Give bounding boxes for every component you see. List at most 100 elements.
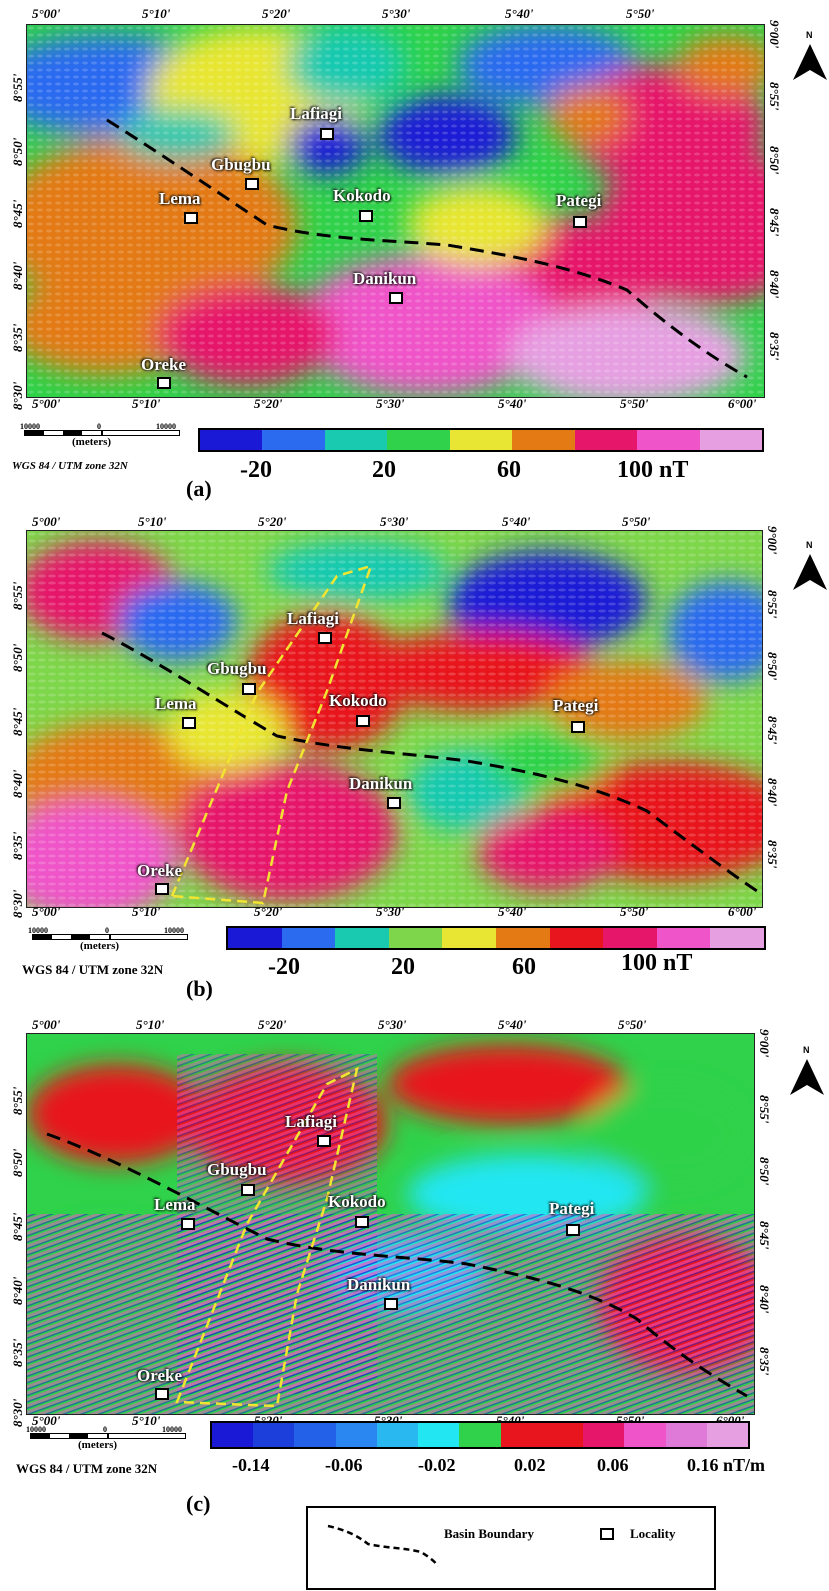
lat-label-left: 8°40' <box>10 1276 25 1305</box>
colorbar-tick: -0.14 <box>232 1455 270 1475</box>
lon-label-bottom: 5°50' <box>620 396 649 411</box>
lat-label-left: 8°45' <box>10 707 25 736</box>
lon-label-bottom: 5°20' <box>254 396 283 411</box>
locality-kokodo-label: Kokodo <box>329 691 387 710</box>
lat-label-left: 8°50' <box>10 643 25 672</box>
locality-kokodo-label: Kokodo <box>328 1192 386 1211</box>
lon-label-bottom: 5°10' <box>132 1413 161 1428</box>
lat-label-left: 8°30' <box>10 1398 25 1427</box>
locality-marker <box>389 292 403 304</box>
lon-label-top: 5°40' <box>505 6 534 21</box>
lat-label-right: 8°45' <box>765 716 780 745</box>
panel-label-a: (a) <box>186 476 212 501</box>
locality-lafiagi-label: Lafiagi <box>287 609 339 628</box>
lon-label-top: 5°50' <box>622 514 651 529</box>
lat-label-left: 8°35' <box>10 323 25 352</box>
locality-marker <box>184 212 198 224</box>
lat-label-left: 8°40' <box>10 769 25 798</box>
lat-label-left: 8°50' <box>10 137 25 166</box>
legend-basin-label: Basin Boundary <box>444 1526 534 1541</box>
lon-label-bottom: 5°40' <box>498 904 527 919</box>
panel-a: 5°00' 5°10' 5°20' 5°30' 5°40' 5°50' <box>0 0 829 510</box>
lat-label-left: 8°30' <box>10 889 25 918</box>
scale-left: 10000 <box>28 926 48 935</box>
map-c-raster <box>27 1034 754 1414</box>
north-label: N <box>806 30 813 40</box>
lat-label-left: 8°30' <box>10 381 25 410</box>
locality-marker <box>573 216 587 228</box>
locality-lafiagi-label: Lafiagi <box>290 104 342 123</box>
legend-locality-label: Locality <box>630 1526 676 1541</box>
colorbar-b <box>226 926 766 950</box>
lon-label-bottom: 5°00' <box>32 904 61 919</box>
lon-label-top: 5°30' <box>382 6 411 21</box>
lon-label-top: 5°20' <box>258 514 287 529</box>
locality-lafiagi-label: Lafiagi <box>285 1112 337 1131</box>
lat-label-right: 8°35' <box>767 332 782 361</box>
scale-unit: (meters) <box>72 436 112 448</box>
scale-bar: 10000 0 10000 (meters) <box>20 422 190 452</box>
lon-label-bottom: 5°10' <box>132 396 161 411</box>
panel-label-c: (c) <box>186 1491 211 1516</box>
locality-kokodo-label: Kokodo <box>333 186 391 205</box>
lon-label-top: 5°00' <box>32 1017 61 1032</box>
locality-lema-label: Lema <box>159 189 201 208</box>
map-a-tmi: Lafiagi Gbugbu Lema Kokodo Pategi Daniku… <box>26 24 765 398</box>
lat-label-right: 8°50' <box>765 652 780 681</box>
colorbar-tick: 20 <box>391 954 415 980</box>
locality-gbugbu-label: Gbugbu <box>207 1160 267 1179</box>
locality-marker <box>155 1388 169 1400</box>
locality-marker <box>356 715 370 727</box>
lon-label-top: 5°10' <box>136 1017 165 1032</box>
north-arrow-icon: N <box>793 30 829 86</box>
lon-label-bottom: 5°10' <box>132 904 161 919</box>
colorbar-tick: 0.16 nT/m <box>687 1455 766 1475</box>
scale-right: 10000 <box>156 422 176 431</box>
lon-label-top: 5°40' <box>502 514 531 529</box>
lat-label-left: 8°55' <box>10 581 25 610</box>
lat-label-right: 8°50' <box>767 146 782 175</box>
colorbar-tick: 60 <box>512 954 536 980</box>
locality-marker <box>245 178 259 190</box>
north-label: N <box>806 540 813 550</box>
lon-label-top: 5°00' <box>32 514 61 529</box>
locality-marker <box>155 883 169 895</box>
lat-label-right: 9°00' <box>765 526 780 555</box>
colorbar-tick: -20 <box>240 457 272 483</box>
locality-marker <box>157 377 171 389</box>
locality-marker <box>241 1184 255 1196</box>
locality-danikun-label: Danikun <box>347 1275 411 1294</box>
colorbar-c <box>210 1421 750 1449</box>
locality-gbugbu-label: Gbugbu <box>207 659 267 678</box>
crs-label: WGS 84 / UTM zone 32N <box>16 1461 158 1476</box>
lat-label-right: 8°45' <box>757 1221 772 1250</box>
lat-label-left: 8°45' <box>10 199 25 228</box>
lat-label-right: 8°35' <box>765 840 780 869</box>
legend-locality-marker <box>600 1528 614 1540</box>
locality-oreke-label: Oreke <box>141 355 187 374</box>
lat-label-right: 8°55' <box>767 82 782 111</box>
scale-left: 10000 <box>20 422 40 431</box>
colorbar-tick: -0.02 <box>418 1455 456 1475</box>
scale-right: 10000 <box>162 1425 182 1434</box>
map-b-raster <box>27 531 762 907</box>
locality-lema-label: Lema <box>155 694 197 713</box>
panel-c: 5°00' 5°10' 5°20' 5°30' 5°40' 5°50' <box>0 1015 829 1591</box>
colorbar-tick: -0.06 <box>325 1455 363 1475</box>
locality-oreke-label: Oreke <box>137 1366 183 1385</box>
lon-label-top: 5°40' <box>498 1017 527 1032</box>
lon-label-bottom: 5°20' <box>254 904 283 919</box>
lat-label-right: 9°00' <box>767 20 782 49</box>
scale-unit: (meters) <box>78 1439 118 1451</box>
lat-label-left: 8°55' <box>10 73 25 102</box>
lon-label-top: 5°50' <box>626 6 655 21</box>
scale-bar: 10000 0 10000 (meters) <box>26 1425 196 1455</box>
map-b-rtp: Lafiagi Gbugbu Lema Kokodo Pategi Daniku… <box>26 530 763 908</box>
crs-label: WGS 84 / UTM zone 32N <box>22 962 164 977</box>
lon-label-top: 5°20' <box>258 1017 287 1032</box>
scale-right: 10000 <box>164 926 184 935</box>
colorbar-tick: 20 <box>372 457 396 483</box>
north-arrow-icon: N <box>793 540 829 596</box>
lat-label-right: 8°35' <box>757 1347 772 1376</box>
lon-label-bottom: 5°00' <box>32 396 61 411</box>
